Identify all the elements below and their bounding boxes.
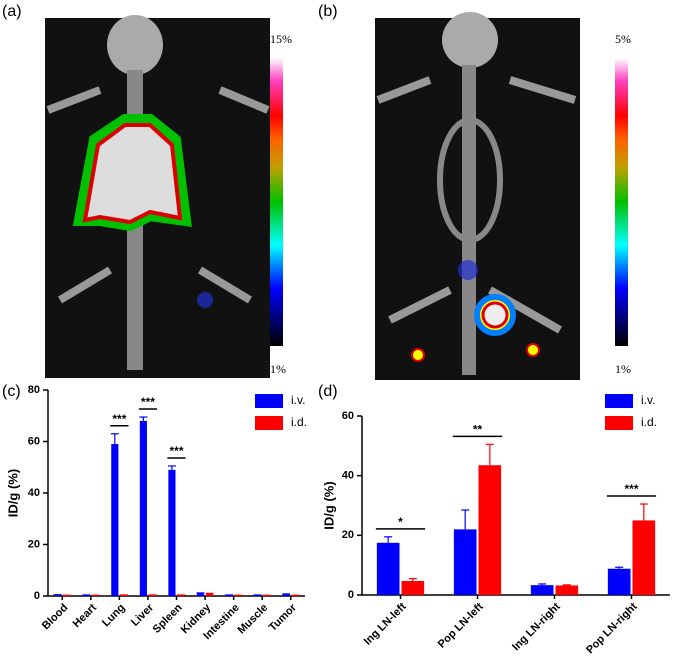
significance-label: *** xyxy=(141,395,155,409)
y-tick-label: 0 xyxy=(34,590,40,602)
bar xyxy=(139,420,147,596)
legend-swatch xyxy=(605,394,633,408)
x-tick-label: Pop LN-right xyxy=(584,600,640,656)
x-tick-label: Ing LN-right xyxy=(510,600,563,653)
bar xyxy=(555,585,579,595)
y-axis-label: ID/g (%) xyxy=(321,481,336,529)
x-tick-label: Lung xyxy=(100,602,127,629)
colorbar-max: 15% xyxy=(270,32,292,46)
colorbar-max: 5% xyxy=(615,32,631,46)
x-tick-label: Muscle xyxy=(235,602,270,637)
x-tick-label: Heart xyxy=(71,601,100,630)
panel-label: (b) xyxy=(318,3,338,20)
x-tick-label: Pop LN-left xyxy=(436,600,486,650)
image-a xyxy=(45,15,270,378)
bar xyxy=(82,595,90,596)
y-tick-label: 40 xyxy=(342,470,354,482)
x-tick-label: Ing LN-left xyxy=(362,600,409,647)
bar xyxy=(206,593,214,596)
colorbar-min: 1% xyxy=(615,362,631,376)
y-tick-label: 60 xyxy=(28,435,40,447)
legend-label: i.v. xyxy=(291,393,305,407)
panel-label: (c) xyxy=(2,383,21,400)
bar xyxy=(282,594,290,596)
y-tick-label: 60 xyxy=(342,410,354,422)
y-tick-label: 20 xyxy=(342,529,354,541)
bar xyxy=(120,595,128,596)
legend-label: i.d. xyxy=(641,415,657,429)
bar xyxy=(376,542,400,595)
bar xyxy=(478,465,502,595)
legend-label: i.v. xyxy=(641,393,655,407)
bar xyxy=(225,595,233,596)
y-tick-label: 80 xyxy=(28,384,40,396)
bar xyxy=(111,444,119,596)
significance-label: *** xyxy=(624,482,638,496)
significance-label: *** xyxy=(112,412,126,426)
bar xyxy=(168,469,176,596)
colorbar xyxy=(615,58,628,346)
colorbar-min: 1% xyxy=(270,362,286,376)
significance-label: * xyxy=(398,515,403,529)
bar xyxy=(177,595,185,596)
bar xyxy=(254,595,262,596)
bar xyxy=(632,520,656,595)
y-tick-label: 20 xyxy=(28,538,40,550)
image-b xyxy=(375,12,580,380)
panel-label: (a) xyxy=(2,3,22,20)
legend-swatch xyxy=(255,416,283,430)
bar xyxy=(530,585,554,595)
significance-label: ** xyxy=(473,423,483,437)
y-axis-label: ID/g (%) xyxy=(5,469,20,517)
significance-label: *** xyxy=(169,444,183,458)
legend-label: i.d. xyxy=(291,415,307,429)
bar xyxy=(54,594,62,596)
x-tick-label: Tumor xyxy=(267,601,300,634)
bar xyxy=(148,595,157,596)
bar xyxy=(196,593,205,596)
x-tick-label: Blood xyxy=(40,602,71,633)
bar xyxy=(607,568,631,595)
legend-swatch xyxy=(605,416,633,430)
legend-swatch xyxy=(255,394,283,408)
colorbar xyxy=(270,58,283,346)
y-tick-label: 0 xyxy=(348,589,354,601)
bar xyxy=(401,580,425,595)
x-tick-label: Spleen xyxy=(151,602,185,636)
bar xyxy=(453,529,477,595)
y-tick-label: 40 xyxy=(28,487,40,499)
panel-label: (d) xyxy=(318,383,338,400)
